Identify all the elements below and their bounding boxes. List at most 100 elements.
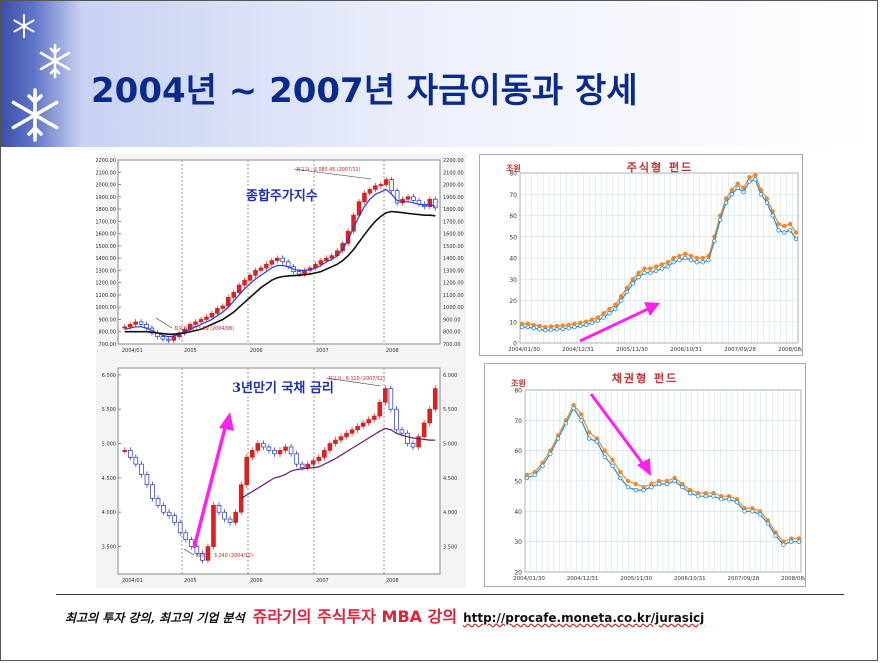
x-tick-label: 2007 xyxy=(316,578,329,584)
y-tick-label: 70 xyxy=(514,418,522,425)
candle-body xyxy=(433,198,438,209)
footer-brand: 쥬라기의 주식투자 MBA 강의 xyxy=(252,607,458,626)
data-point xyxy=(773,533,778,538)
candle-body xyxy=(427,198,433,207)
candle-body xyxy=(171,336,177,341)
snowflake-icon xyxy=(39,43,71,79)
data-point xyxy=(613,306,618,312)
data-point xyxy=(630,281,635,286)
y-tick-label-right: 4.500 xyxy=(443,476,457,482)
data-point xyxy=(566,325,571,331)
moving-average-line xyxy=(124,210,436,335)
data-point xyxy=(677,253,682,259)
annotation-label: 최고가 : 6.110 (2007/12) xyxy=(328,375,385,382)
candle-body xyxy=(255,443,261,451)
candle-body xyxy=(227,518,233,523)
annotation-label: 최저가 : 3.240 (2004/12) xyxy=(196,552,253,559)
candle-body xyxy=(264,263,269,269)
x-tick-label: 2004/12/31 xyxy=(562,347,594,353)
candle-body xyxy=(421,422,427,438)
candle-body xyxy=(269,260,275,265)
y-axis-label: 조원 xyxy=(506,163,521,173)
data-point xyxy=(555,436,561,441)
x-tick-label: 2008/08/29 xyxy=(781,576,805,582)
candle-body xyxy=(288,446,294,455)
annotation-leader xyxy=(325,377,382,387)
candle-body xyxy=(161,504,166,513)
y-tick-label-right: 4.000 xyxy=(443,510,457,516)
data-point xyxy=(659,266,665,271)
data-point xyxy=(665,264,670,269)
y-tick-label-right: 1900.00 xyxy=(443,195,464,201)
y-tick-label-left: 800.00 xyxy=(99,330,117,336)
data-point xyxy=(531,325,536,331)
y-tick-label-left: 1400.00 xyxy=(96,256,116,262)
data-point xyxy=(653,264,659,269)
data-point xyxy=(602,454,607,459)
data-point xyxy=(607,306,612,312)
candle-body xyxy=(200,553,205,561)
data-point xyxy=(683,251,688,256)
x-tick-label: 2005/11/30 xyxy=(620,576,652,582)
y-tick-label: 10 xyxy=(509,319,517,326)
candle-body xyxy=(427,408,432,424)
candle-body xyxy=(231,292,236,298)
data-point xyxy=(742,509,747,514)
candle-body xyxy=(280,257,285,263)
y-tick-label-left: 4.000 xyxy=(102,510,116,516)
data-point xyxy=(601,315,606,320)
candle-body xyxy=(261,443,266,448)
candle-body xyxy=(266,446,272,451)
y-tick-label: 30 xyxy=(514,539,522,546)
y-tick-label-right: 5.500 xyxy=(443,407,457,413)
candle-body xyxy=(160,336,166,340)
trend-arrow-head xyxy=(644,302,660,316)
candle-body xyxy=(411,196,416,201)
y-tick-label-left: 900.00 xyxy=(99,317,117,323)
data-point xyxy=(706,257,711,263)
y-tick-label-right: 1500.00 xyxy=(443,244,464,250)
candle-body xyxy=(177,522,183,534)
annotation-leader xyxy=(155,317,173,329)
candle-body xyxy=(209,312,215,318)
data-point xyxy=(594,439,600,444)
candle-body xyxy=(215,308,220,314)
data-point xyxy=(671,260,676,265)
y-tick-label-right: 2100.00 xyxy=(443,170,464,176)
data-point xyxy=(734,500,740,505)
bond-yield-chart: 6.000 6.000 5.500 5.500 5.000 5.000 4.500 4.500… xyxy=(102,367,457,584)
candle-body xyxy=(410,443,416,448)
data-point xyxy=(524,475,530,481)
candle-body xyxy=(225,297,231,307)
candle-body xyxy=(166,338,171,341)
y-tick-label-right: 1100.00 xyxy=(443,293,464,299)
candle-body xyxy=(405,432,410,444)
x-tick-label: 2005 xyxy=(184,578,197,584)
y-tick-label: 20 xyxy=(509,298,517,305)
x-tick-label: 2008 xyxy=(386,348,399,354)
y-tick-label-left: 5.500 xyxy=(102,407,116,413)
data-point xyxy=(586,436,592,441)
footer-url[interactable]: http://procafe.moneta.co.kr/jurasicj xyxy=(463,611,705,625)
candle-body xyxy=(355,426,360,431)
footer: 최고의 투자 강의, 최고의 기업 분석 쥬라기의 주식투자 MBA 강의 http… xyxy=(65,603,704,627)
candle-body xyxy=(367,189,373,194)
y-tick-label: 30 xyxy=(509,277,517,284)
annotation-leader xyxy=(183,548,195,556)
y-tick-label-left: 1500.00 xyxy=(96,244,116,250)
candle-body xyxy=(272,450,277,455)
data-point xyxy=(787,221,793,227)
data-point xyxy=(630,277,635,282)
x-tick-label: 2006 xyxy=(250,348,263,354)
candle-body xyxy=(122,450,128,452)
candle-body xyxy=(432,388,438,410)
data-point xyxy=(688,253,694,259)
candle-body xyxy=(204,316,209,320)
candle-body xyxy=(138,321,144,325)
data-point xyxy=(694,260,700,265)
y-tick-label-right: 1000.00 xyxy=(443,305,464,311)
y-tick-label-left: 6.000 xyxy=(102,373,116,379)
candle-body xyxy=(305,463,311,468)
data-point xyxy=(656,481,662,487)
